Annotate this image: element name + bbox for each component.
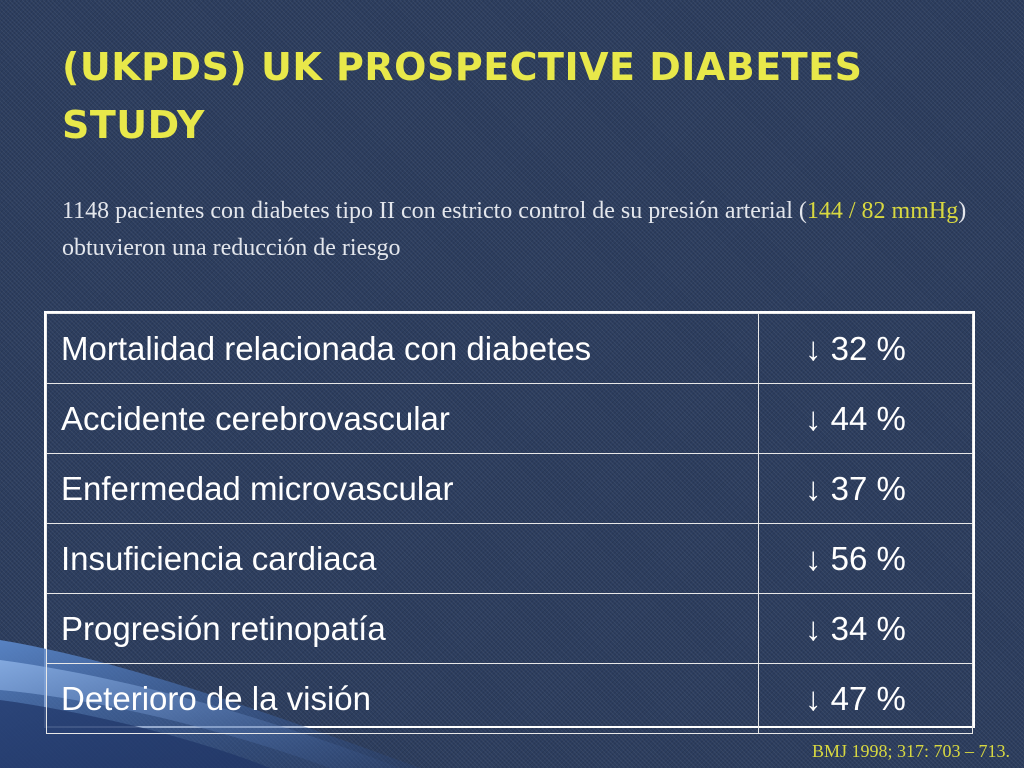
outcomes-table-frame: Mortalidad relacionada con diabetes ↓ 32… [44, 311, 975, 734]
table-row: Progresión retinopatía ↓ 34 % [46, 593, 973, 664]
reduction-cell: ↓ 56 % [758, 523, 973, 594]
table-row: Insuficiencia cardiaca ↓ 56 % [46, 523, 973, 594]
reduction-cell: ↓ 32 % [758, 313, 973, 384]
reduction-cell: ↓ 34 % [758, 593, 973, 664]
table-row: Accidente cerebrovascular ↓ 44 % [46, 383, 973, 454]
outcome-cell: Enfermedad microvascular [46, 453, 759, 524]
table-row: Enfermedad microvascular ↓ 37 % [46, 453, 973, 524]
intro-paragraph: 1148 pacientes con diabetes tipo II con … [62, 193, 992, 267]
reduction-cell: ↓ 44 % [758, 383, 973, 454]
table-row: Mortalidad relacionada con diabetes ↓ 32… [46, 313, 973, 384]
blood-pressure-value: 144 / 82 mmHg [806, 198, 959, 224]
outcomes-table: Mortalidad relacionada con diabetes ↓ 32… [46, 313, 973, 734]
outcome-cell: Progresión retinopatía [46, 593, 759, 664]
outcome-cell: Accidente cerebrovascular [46, 383, 759, 454]
intro-text-start: 1148 pacientes con diabetes tipo II con … [62, 198, 807, 224]
table-row: Deterioro de la visión ↓ 47 % [46, 663, 973, 734]
intro-text-end: ) obtuvieron una reducción de riesgo [62, 198, 967, 261]
outcome-cell: Deterioro de la visión [46, 663, 759, 734]
outcome-cell: Mortalidad relacionada con diabetes [46, 313, 759, 384]
citation: BMJ 1998; 317: 703 – 713. [811, 741, 1010, 761]
slide-title: (UKPDS) UK PROSPECTIVE DIABETES STUDY [62, 45, 863, 147]
reduction-cell: ↓ 37 % [758, 453, 973, 524]
outcome-cell: Insuficiencia cardiaca [46, 523, 759, 594]
reduction-cell: ↓ 47 % [758, 663, 973, 734]
